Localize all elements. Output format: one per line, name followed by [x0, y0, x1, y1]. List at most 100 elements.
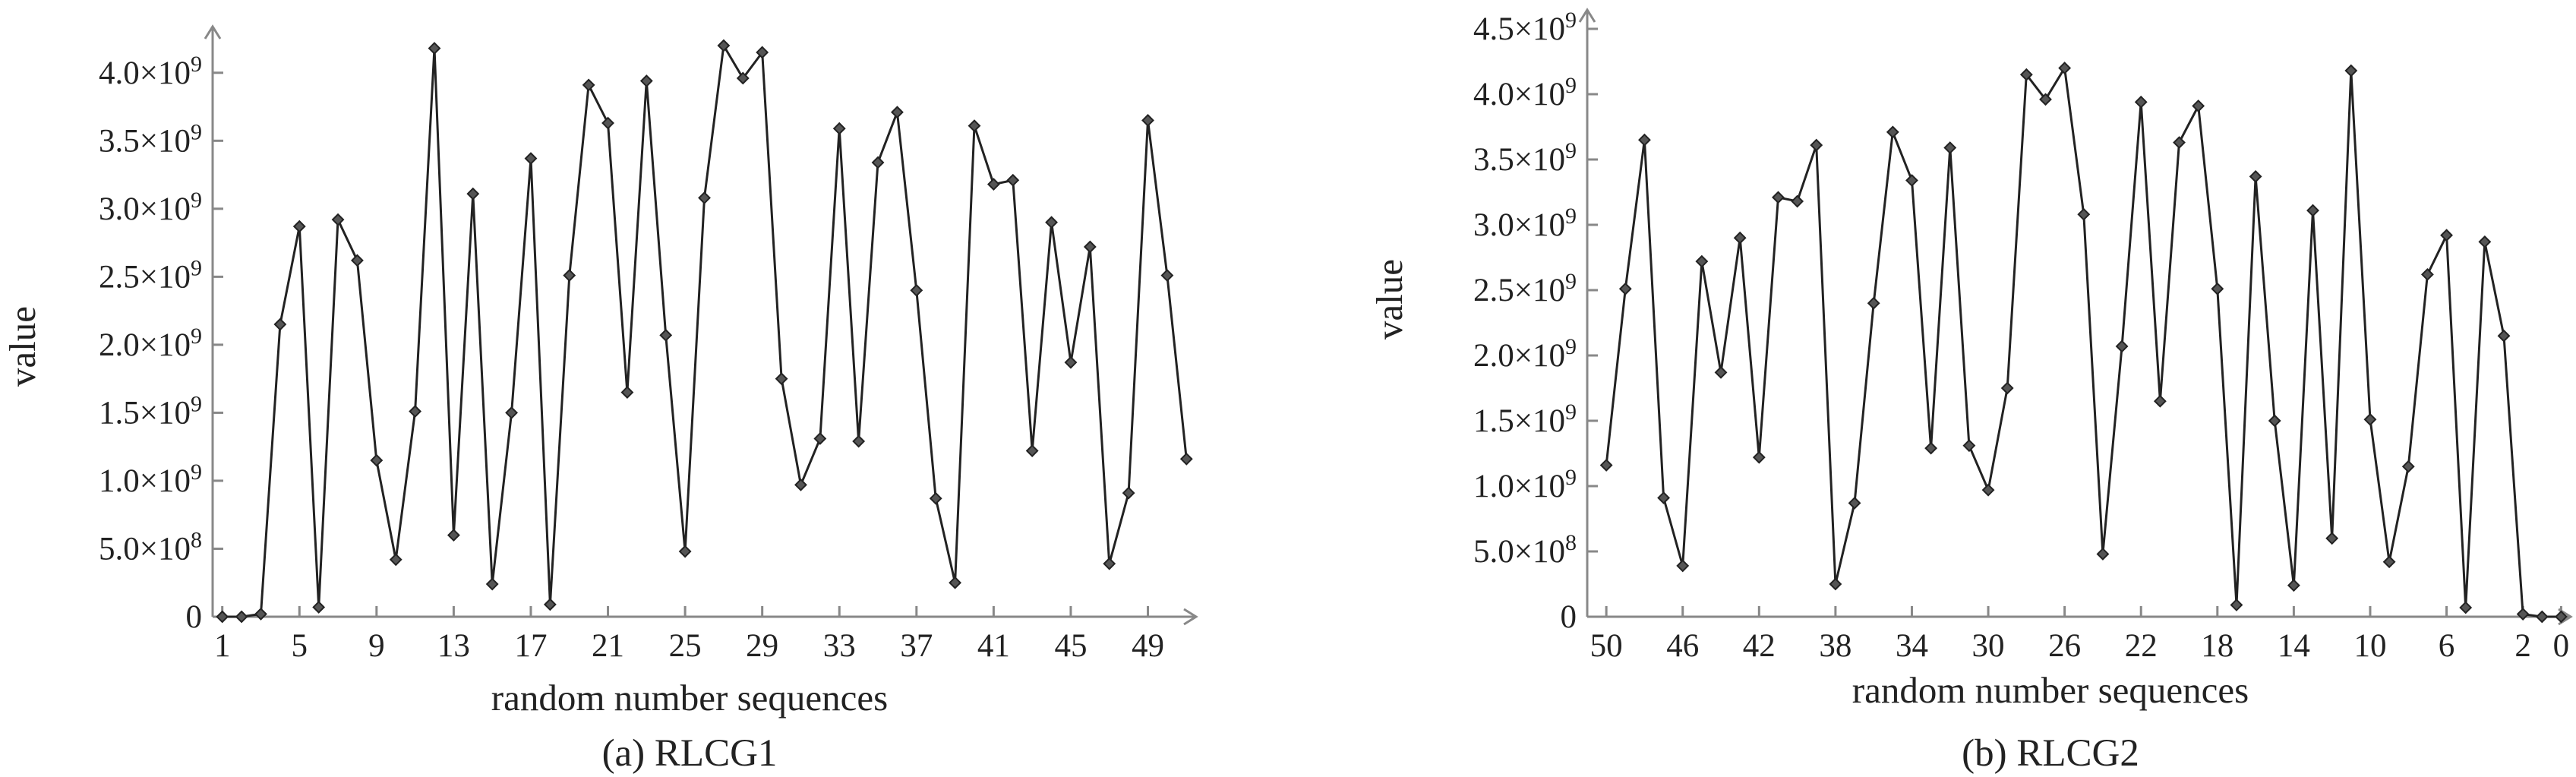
chart-a-y-axis-title: value [2, 306, 43, 387]
chart-a-series-line [222, 42, 1188, 618]
data-point [1695, 254, 1709, 268]
data-point [987, 178, 1000, 191]
x-axis-arrow [1183, 608, 1198, 626]
data-point [216, 610, 229, 624]
x-tick-label: 49 [1132, 628, 1164, 664]
data-point [1905, 174, 1918, 187]
data-point [524, 152, 538, 166]
chart-b-caption: (b) RLCG2 [1962, 732, 2139, 775]
data-point [2325, 532, 2339, 545]
x-tick-label: 14 [2278, 628, 2310, 664]
data-point [756, 46, 769, 59]
data-point [2268, 414, 2281, 428]
y-tick-label: 1.5×109 [99, 391, 202, 431]
chart-a-x-axis-title: random number sequences [491, 677, 889, 719]
data-point [929, 491, 942, 505]
chart-a-points [216, 39, 1193, 624]
data-point [428, 42, 441, 55]
data-point [1962, 439, 1976, 453]
chart-b-y-axis-title: value [1368, 259, 1410, 340]
data-point [1943, 141, 1957, 154]
data-point [1599, 459, 1613, 472]
data-point [2535, 610, 2549, 624]
y-tick-label: 3.0×109 [99, 188, 202, 227]
chart-rlcg1: 0 5.0×108 1.0×109 1.5×109 2.0×109 2.5×109 3.0×… [2, 24, 1198, 775]
data-point [659, 328, 673, 342]
data-point [447, 529, 460, 542]
x-tick-label: 10 [2353, 628, 2386, 664]
data-point [1772, 191, 1785, 204]
data-point [678, 545, 692, 558]
data-point [1981, 483, 1995, 497]
x-tick-label: 21 [592, 628, 624, 664]
data-point [351, 254, 364, 267]
y-tick-label: 4.0×109 [99, 52, 202, 91]
data-point [601, 116, 614, 130]
x-tick-label: 13 [437, 628, 470, 664]
data-point [1141, 114, 1154, 127]
x-tick-label: 30 [1972, 628, 2005, 664]
x-tick-label: 2 [2514, 628, 2531, 664]
data-point [466, 187, 480, 201]
data-point [254, 608, 267, 621]
data-point [1810, 138, 1823, 152]
data-point [2153, 394, 2167, 408]
data-point [409, 405, 422, 419]
y-tick-label: 2.5×109 [99, 255, 202, 295]
data-point [736, 71, 750, 85]
data-point [775, 372, 788, 386]
data-point [1829, 577, 1842, 591]
data-point [2459, 601, 2473, 614]
data-point [2516, 608, 2530, 621]
x-tick-label: 46 [1666, 628, 1699, 664]
data-point [968, 119, 981, 133]
data-point [543, 598, 557, 611]
data-point [620, 386, 634, 399]
x-tick-label: 45 [1054, 628, 1087, 664]
data-point [891, 106, 904, 119]
y-axis-arrow [1578, 8, 1596, 23]
data-point [312, 601, 326, 614]
data-point [717, 39, 731, 52]
chart-b-series-line [1605, 65, 2562, 618]
y-tick-label: 2.5×109 [1473, 269, 1577, 308]
data-point [2058, 62, 2072, 75]
data-point [2555, 610, 2568, 624]
x-tick-label: 5 [292, 628, 308, 664]
data-point [1122, 486, 1135, 500]
data-point [2019, 68, 2033, 81]
y-tick-label: 4.5×109 [1473, 8, 1577, 47]
data-point [2192, 99, 2205, 112]
x-tick-label: 18 [2201, 628, 2233, 664]
x-tick-label: 22 [2125, 628, 2158, 664]
data-point [2344, 64, 2358, 77]
data-point [1752, 450, 1766, 464]
y-tick-label: 2.0×109 [1473, 334, 1577, 374]
x-tick-label: 17 [514, 628, 547, 664]
data-point [2287, 579, 2300, 592]
data-point [1045, 216, 1058, 229]
data-point [1733, 231, 1747, 245]
data-point [1025, 444, 1039, 457]
data-point [1714, 365, 1728, 379]
x-tick-label: 0 [2553, 628, 2570, 664]
y-tick-label: 5.0×108 [99, 527, 202, 567]
data-point [1006, 173, 1020, 187]
data-point [2478, 235, 2492, 248]
x-tick-label: 38 [1819, 628, 1852, 664]
data-point [292, 220, 306, 233]
data-point [2363, 412, 2377, 426]
chart-a-caption: (a) RLCG1 [602, 732, 778, 775]
data-point [2249, 169, 2262, 183]
data-point [1791, 194, 1804, 208]
data-point [2000, 381, 2014, 395]
data-point [505, 406, 518, 419]
data-point [1676, 559, 1690, 573]
y-tick-label: 3.5×109 [1473, 138, 1577, 178]
x-tick-label: 50 [1590, 628, 1623, 664]
data-point [832, 122, 846, 135]
data-point [2039, 93, 2052, 106]
data-point [235, 610, 248, 624]
data-point [794, 478, 807, 491]
y-tick-label: 0 [1561, 599, 1577, 635]
